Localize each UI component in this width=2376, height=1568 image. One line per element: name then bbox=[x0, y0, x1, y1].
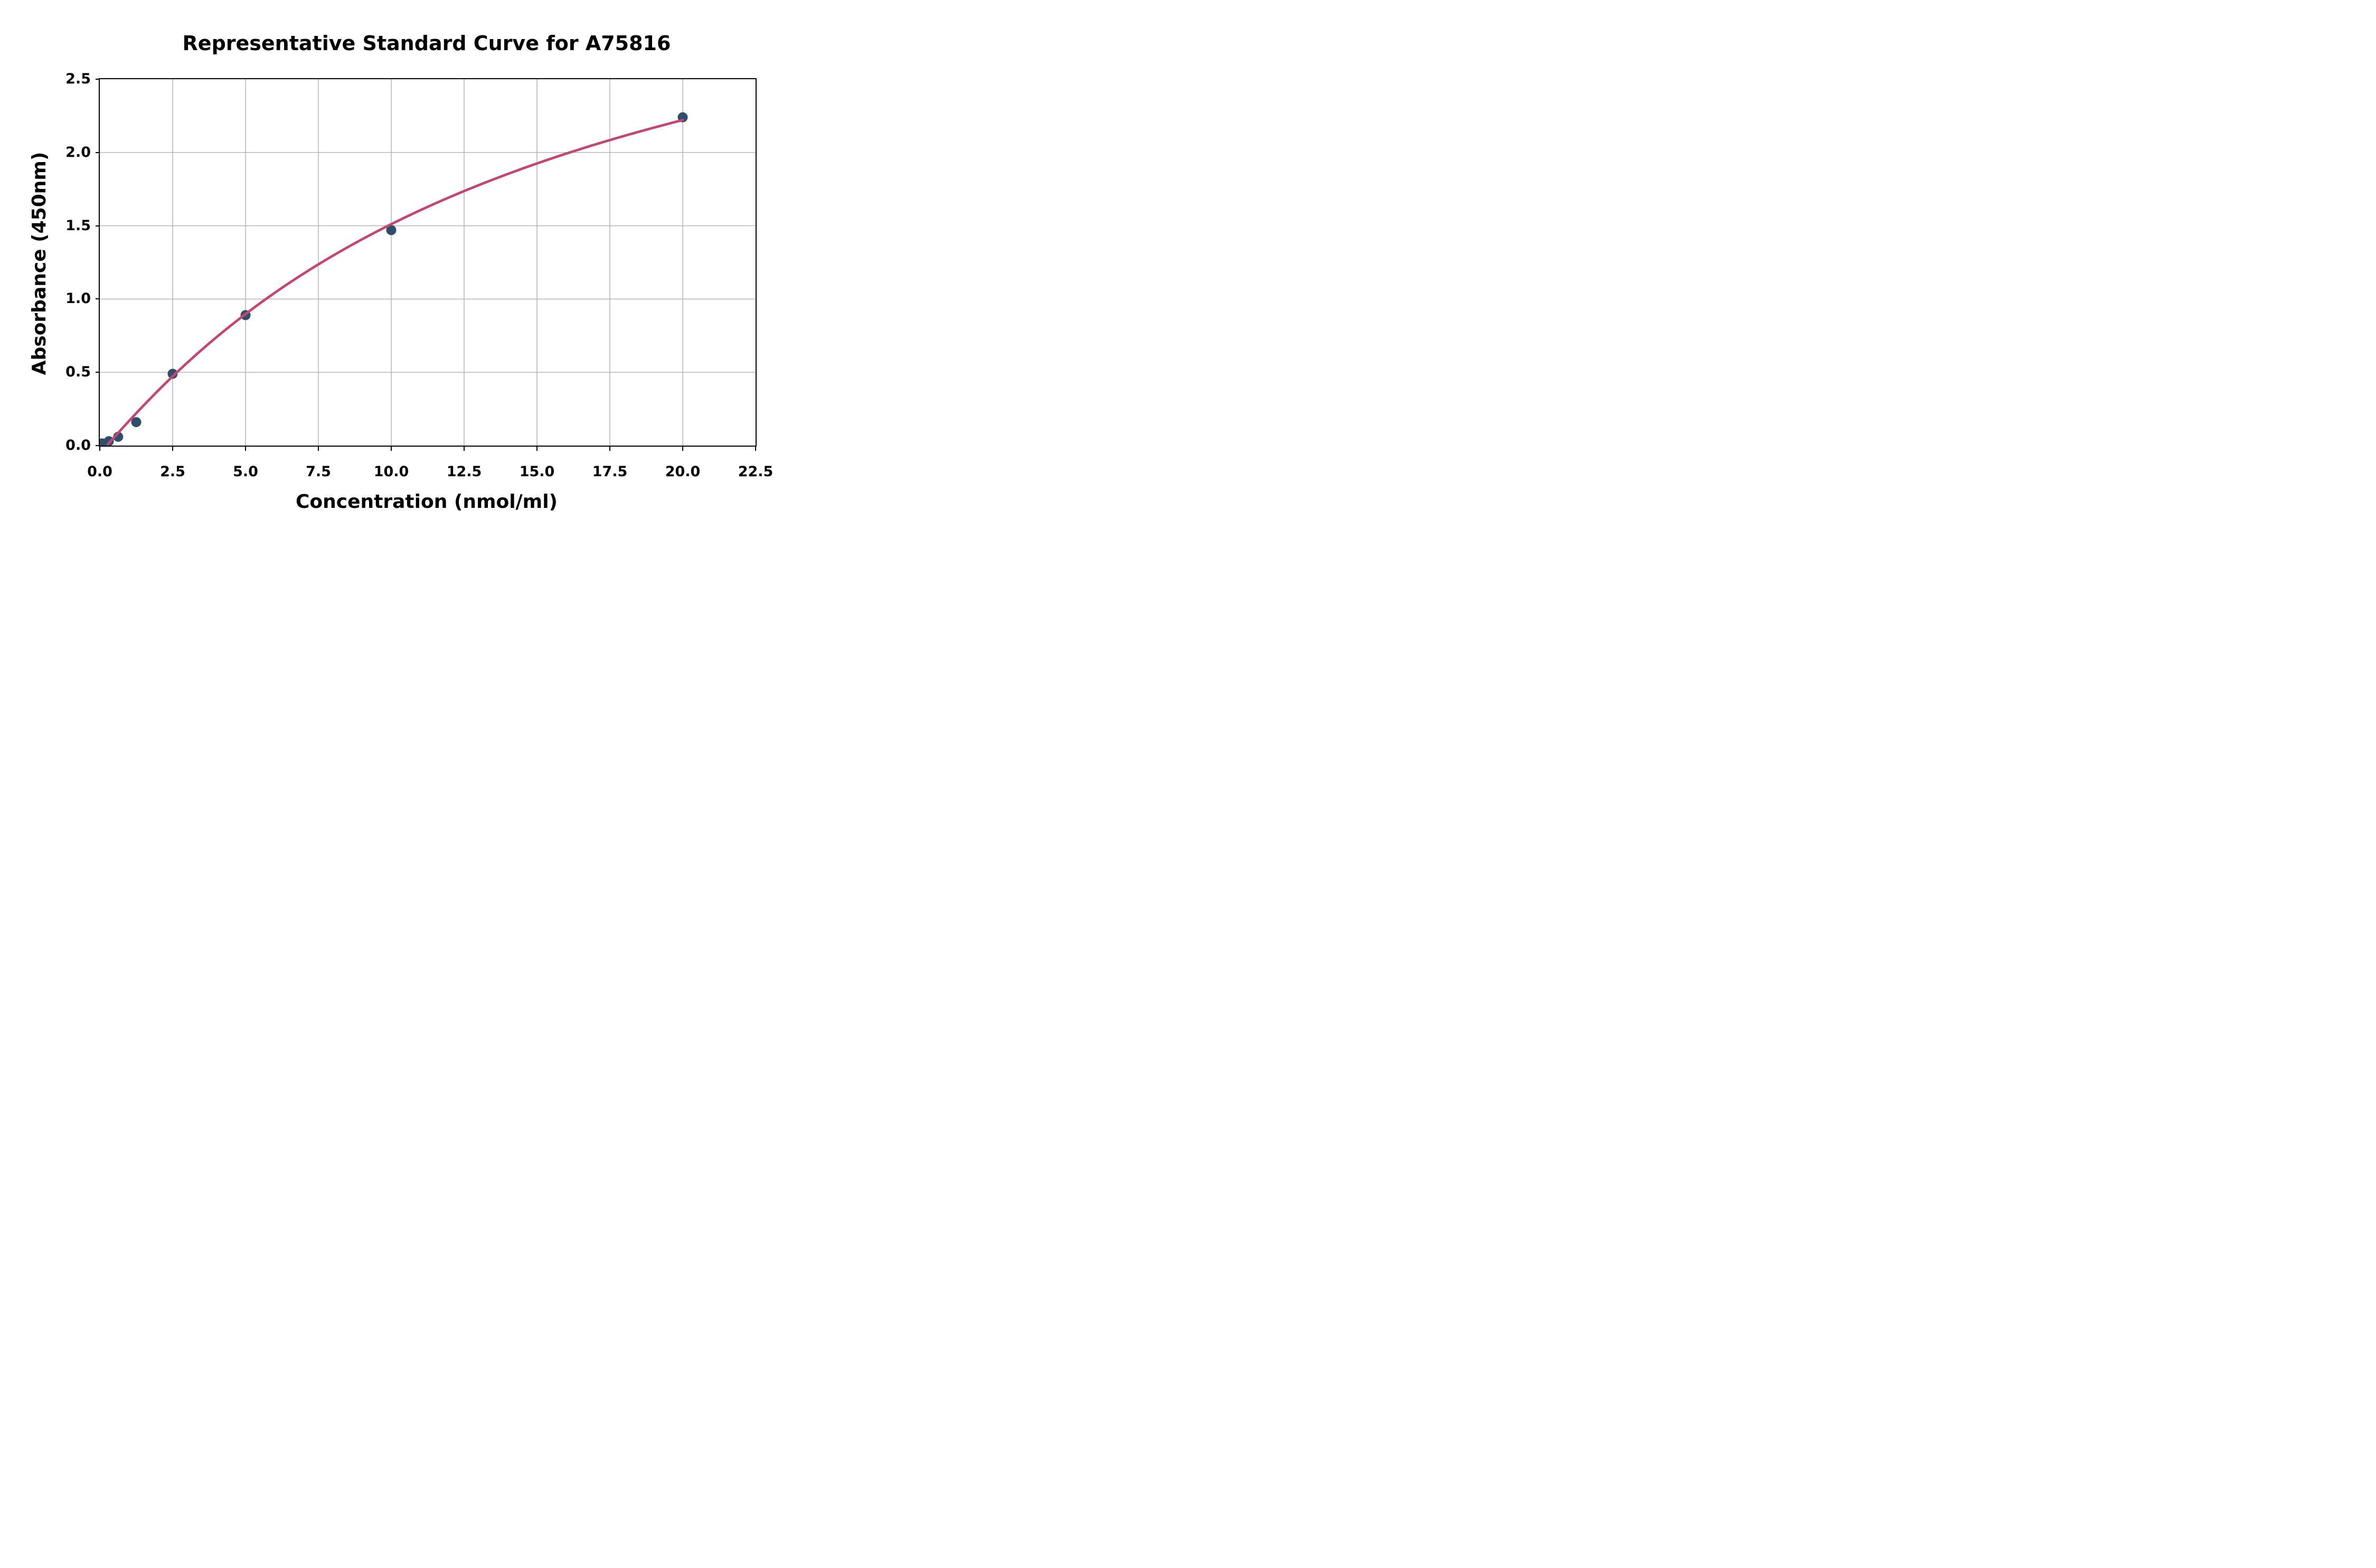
x-tick-mark bbox=[464, 447, 465, 451]
y-tick-label: 2.5 bbox=[65, 71, 91, 87]
x-tick-label: 5.0 bbox=[233, 464, 258, 480]
x-tick-mark bbox=[245, 447, 246, 451]
x-tick-mark bbox=[318, 447, 319, 451]
y-tick-mark bbox=[96, 152, 100, 153]
y-tick-label: 2.0 bbox=[65, 144, 91, 160]
y-tick-label: 1.0 bbox=[65, 290, 91, 307]
y-tick-mark bbox=[96, 445, 100, 446]
data-point bbox=[167, 369, 178, 379]
x-tick-mark bbox=[755, 447, 756, 451]
x-tick-label: 20.0 bbox=[665, 464, 701, 480]
x-tick-label: 22.5 bbox=[738, 464, 774, 480]
y-tick-mark bbox=[96, 372, 100, 373]
x-tick-mark bbox=[172, 447, 173, 451]
x-tick-label: 0.0 bbox=[87, 464, 112, 480]
fit-curve-line bbox=[107, 119, 684, 446]
plot-canvas bbox=[100, 79, 756, 446]
y-tick-label: 0.0 bbox=[65, 437, 91, 454]
data-point bbox=[103, 436, 114, 446]
plot-area bbox=[99, 78, 757, 447]
x-tick-mark bbox=[536, 447, 538, 451]
x-tick-label: 7.5 bbox=[306, 464, 331, 480]
x-tick-label: 12.5 bbox=[446, 464, 482, 480]
x-tick-mark bbox=[391, 447, 392, 451]
y-tick-label: 1.5 bbox=[65, 217, 91, 234]
x-axis-label: Concentration (nmol/ml) bbox=[296, 491, 558, 513]
x-tick-mark bbox=[609, 447, 610, 451]
x-tick-label: 17.5 bbox=[592, 464, 628, 480]
x-tick-label: 2.5 bbox=[160, 464, 185, 480]
y-tick-mark bbox=[96, 298, 100, 300]
data-point bbox=[386, 225, 397, 235]
y-tick-mark bbox=[96, 79, 100, 80]
x-tick-label: 10.0 bbox=[373, 464, 409, 480]
standard-curve-figure: Representative Standard Curve for A75816… bbox=[0, 0, 792, 523]
data-point bbox=[131, 417, 142, 428]
x-tick-mark bbox=[682, 447, 683, 451]
x-tick-mark bbox=[99, 447, 100, 451]
y-tick-mark bbox=[96, 225, 100, 226]
chart-title: Representative Standard Curve for A75816 bbox=[182, 32, 671, 55]
y-tick-label: 0.5 bbox=[65, 364, 91, 381]
x-tick-label: 15.0 bbox=[519, 464, 555, 480]
